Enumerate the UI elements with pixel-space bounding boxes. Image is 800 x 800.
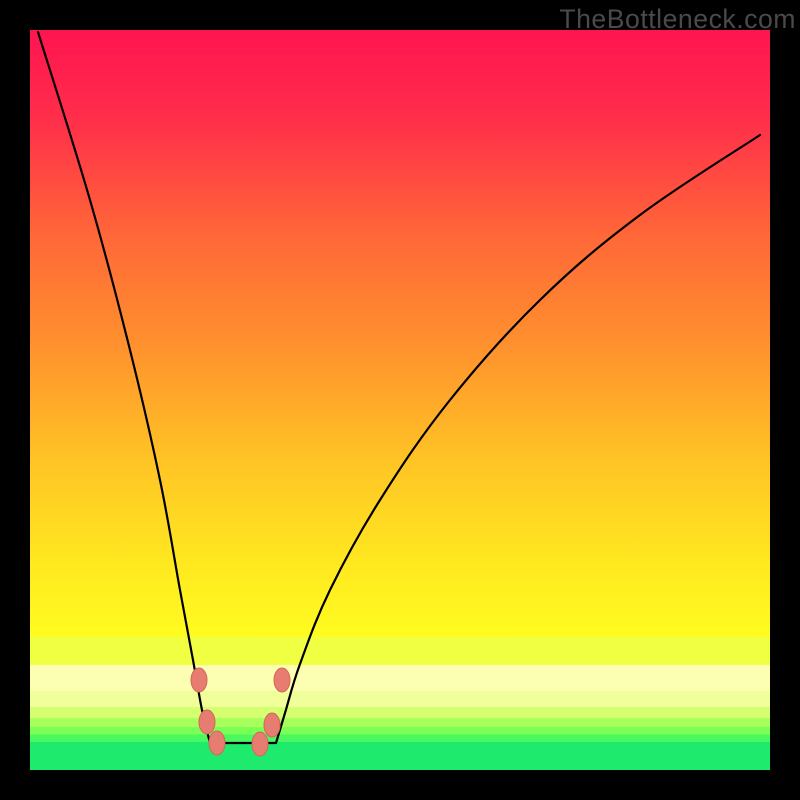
gradient-band [30,637,770,666]
gradient-band [30,742,770,771]
gradient-band [30,691,770,708]
gradient-band [30,707,770,719]
plot-area [30,30,770,771]
gradient-band [30,734,770,742]
gradient-band [30,727,770,735]
curve-marker [264,713,280,737]
curve-marker [252,732,268,756]
watermark-text: TheBottleneck.com [559,4,796,35]
gradient-band [30,665,770,692]
chart-svg [0,0,800,800]
gradient-bands [30,637,770,771]
curve-marker [191,668,207,692]
chart-root: TheBottleneck.com [0,0,800,800]
curve-marker [209,731,225,755]
gradient-band [30,718,770,727]
curve-marker [274,668,290,692]
curve-marker [199,710,215,734]
